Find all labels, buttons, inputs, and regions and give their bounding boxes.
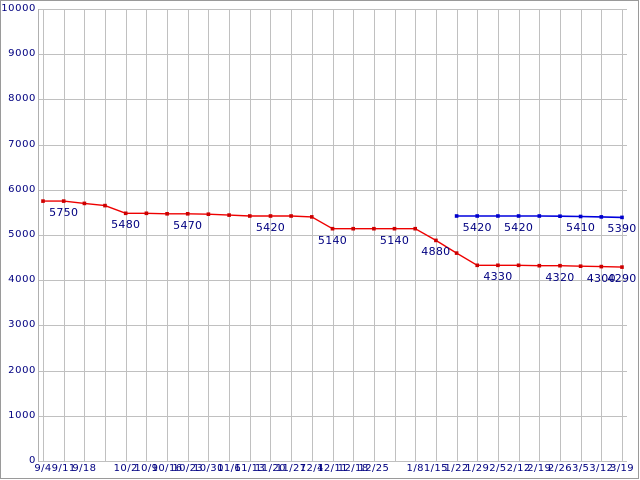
gridline-vertical [601,9,603,461]
x-tick-label: 10/30 [193,463,224,474]
gridline-vertical [373,9,375,461]
data-point-label: 4290 [607,272,637,286]
gridline-vertical [187,9,189,461]
x-tick-label: 1/29 [465,463,490,474]
x-tick-label: 2/19 [527,463,552,474]
x-tick-label: 1/22 [444,463,469,474]
x-tick-label: 12/25 [358,463,390,474]
gridline-vertical [456,9,458,461]
y-tick-label: 5000 [8,229,36,240]
gridline-vertical [167,9,169,461]
data-point-label: 5420 [462,221,492,235]
x-tick-label: 2/5 [489,463,507,474]
gridline-vertical [559,9,561,461]
data-point-label: 5750 [49,206,79,220]
x-tick-label: 3/19 [609,463,635,474]
gridline-vertical [311,9,313,461]
gridline-vertical [146,9,148,461]
gridline-vertical [539,9,541,461]
y-tick-label: 7000 [8,138,36,150]
x-tick-label: 11/13 [234,463,266,474]
gridline-vertical [497,9,499,461]
x-tick-label: 3/12 [589,463,614,474]
data-point-label: 5390 [607,222,637,236]
x-tick-label: 10/16 [151,463,183,474]
gridline-vertical [518,9,520,461]
y-tick-label: 1000 [8,409,36,421]
x-tick-label: 2/26 [547,463,572,474]
gridline-vertical [415,9,417,461]
x-tick-label: 10/23 [172,463,204,474]
gridline-vertical [477,9,479,461]
x-tick-label: 3/5 [571,463,590,474]
x-tick-label: 12/4 [299,463,324,474]
gridline-vertical [84,9,86,461]
gridline-vertical [229,9,231,461]
x-tick-label: 11/20 [255,463,286,474]
x-tick-label: 12/18 [337,463,369,474]
x-tick-label: 11/6 [217,463,242,474]
data-point-label: 5410 [566,221,596,235]
data-point-label: 4320 [545,270,575,284]
y-tick-label: 9000 [8,48,36,60]
data-point-label: 4330 [483,270,513,284]
gridline-vertical [43,9,44,461]
y-tick-label: 10000 [1,3,36,14]
x-tick-label: 1/8 [406,463,424,474]
data-point-label: 5140 [379,233,410,247]
y-tick-label: 0 [29,455,36,466]
x-tick-label: 1/15 [423,463,448,474]
data-point-label: 5480 [111,218,141,232]
data-point-label: 5470 [173,218,203,232]
gridline-vertical [249,9,251,461]
x-tick-label: 10/9 [134,463,159,474]
y-tick-label: 3000 [8,319,36,331]
gridline-vertical [63,9,65,461]
gridline-vertical [580,9,582,461]
gridline-vertical [622,9,623,461]
x-tick-label: 11/27 [275,463,307,474]
y-axis-tick-labels: 0 1000 2000 3000 4000 5000 6000 7000 8000 9000 100… [0,0,36,480]
data-point-label: 4880 [421,245,451,259]
gridline-vertical [435,9,437,461]
data-point-label: 5140 [317,233,348,247]
y-tick-label: 8000 [8,93,36,105]
x-tick-label: 9/18 [72,463,97,474]
y-tick-label: 6000 [8,183,36,195]
data-point-label: 5420 [503,221,534,235]
gridline-vertical [353,9,355,461]
x-tick-label: 9/11 [51,463,76,474]
data-point-label: 5420 [255,221,286,235]
gridline-vertical [208,9,210,461]
data-point-label: 4300 [586,271,616,285]
y-tick-label: 2000 [8,364,36,376]
x-tick-label: 12/11 [317,463,348,474]
gridline-vertical [270,9,272,461]
y-axis-line [38,9,39,462]
gridline-horizontal [38,461,627,462]
gridline-vertical [125,9,127,461]
y-tick-label: 4000 [8,274,36,286]
gridline-vertical [291,9,293,461]
gridline-vertical [105,9,107,461]
x-tick-label: 9/4 [34,463,52,474]
x-tick-label: 10/2 [113,463,138,474]
x-tick-label: 2/12 [506,463,531,474]
